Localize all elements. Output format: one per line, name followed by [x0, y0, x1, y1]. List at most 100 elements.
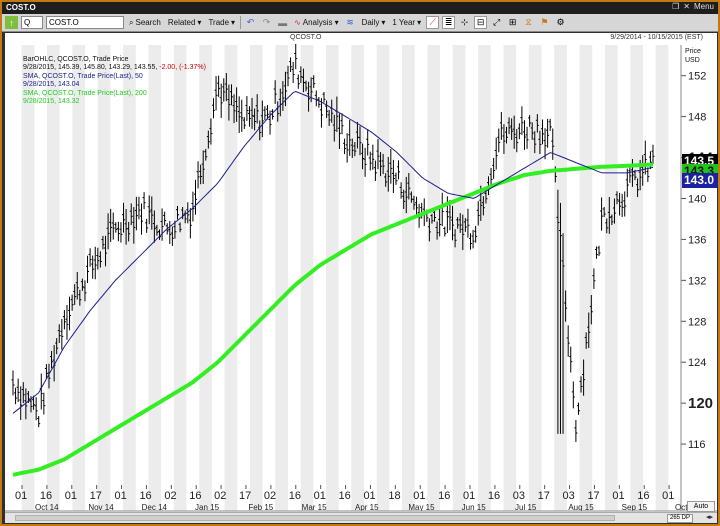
week-band	[224, 45, 238, 511]
close-icon[interactable]: ✕	[683, 2, 690, 11]
ohlc-bar	[345, 133, 349, 163]
auto-scale-button[interactable]: Auto	[687, 501, 715, 512]
ohlc-bar	[255, 94, 259, 124]
range-select[interactable]: 1 Year ▾	[390, 16, 423, 29]
ohlc-bar	[204, 148, 208, 161]
legend-ohlc-values: 9/28/2015, 145.39, 145.80, 143.29, 143.5…	[23, 64, 206, 72]
ohlc-bar	[389, 148, 393, 184]
related-menu[interactable]: Related ▾	[166, 16, 204, 29]
ohlc-bar	[415, 196, 419, 215]
redo-icon[interactable]: ↷	[262, 17, 271, 27]
ohlc-bar	[636, 178, 640, 198]
ohlc-bar	[525, 126, 529, 149]
ohlc-bar	[569, 346, 573, 373]
data-points-badge[interactable]: 265 DP	[666, 514, 693, 523]
ohlc-bar	[83, 280, 87, 302]
expand-icon[interactable]: ⤢	[492, 17, 501, 27]
search-button[interactable]: ⌕ Search	[127, 16, 163, 29]
flag-icon[interactable]: ⚑	[540, 17, 549, 27]
date-tick-label: 17	[239, 490, 251, 502]
week-band	[148, 45, 162, 511]
ohlc-bar	[476, 201, 480, 226]
chart-style-icon[interactable]: ≣	[442, 16, 456, 29]
ohlc-bar	[412, 195, 416, 210]
ohlc-bar	[515, 128, 519, 153]
crosshair-icon[interactable]: ⊹	[460, 17, 469, 27]
date-tick-label: 01	[612, 490, 624, 502]
ohlc-bar	[145, 218, 149, 233]
ohlc-bar	[62, 310, 66, 330]
ohlc-bar	[129, 203, 133, 226]
zoom-out-icon[interactable]: ⊟	[474, 16, 488, 29]
ohlc-bar	[407, 172, 411, 200]
ohlc-bar	[70, 294, 74, 311]
menu-button[interactable]: Menu	[693, 2, 714, 11]
ohlc-bar	[453, 229, 457, 248]
folder-icon[interactable]: ▬	[278, 17, 288, 28]
back-icon[interactable]: ↑	[5, 16, 18, 29]
ohlc-bar	[612, 198, 616, 224]
chart-area[interactable]: QCOST.O 9/29/2014 - 10/15/2015 (EST) 116…	[5, 33, 718, 523]
ohlc-bar	[435, 221, 439, 240]
price-axis-title: Price USD	[685, 47, 701, 65]
ohlc-bar	[196, 161, 200, 189]
legend-sma200-title: SMA, QCOST.O, Trade Price(Last), 200	[23, 89, 147, 97]
ohlc-bar	[433, 209, 437, 222]
ohlc-bar	[438, 208, 442, 237]
ohlc-bar	[50, 350, 54, 369]
ohlc-bar	[237, 96, 241, 133]
date-tick-label: 02	[164, 490, 176, 502]
scroll-arrows-icon[interactable]: ◂▸	[705, 514, 713, 521]
search-type-select[interactable]: Q	[21, 16, 43, 29]
ohlc-bar	[134, 196, 138, 231]
week-band	[47, 45, 60, 511]
date-tick-label: 01	[413, 490, 425, 502]
overlay-icon[interactable]: ≋	[346, 17, 354, 27]
ohlc-bar	[618, 192, 622, 216]
interval-select[interactable]: Daily ▾	[360, 16, 388, 29]
ohlc-bar	[540, 119, 544, 145]
ohlc-bar	[78, 289, 82, 306]
horizontal-scrollbar[interactable]	[15, 515, 615, 521]
date-month-label: Aug 15	[568, 503, 594, 512]
week-band	[21, 45, 35, 511]
ohlc-bar	[548, 118, 552, 131]
ohlc-bar	[510, 118, 514, 140]
date-tick-label: 16	[40, 490, 52, 502]
ohlc-bar	[597, 245, 601, 256]
ohlc-bar	[461, 214, 465, 251]
ohlc-bar	[489, 168, 493, 187]
price-chart[interactable]: 116120124128132136140144148152 011601170…	[5, 33, 717, 513]
ohlc-bar	[463, 218, 467, 232]
restore-icon[interactable]: ❐	[672, 2, 680, 11]
date-tick-label: 16	[339, 490, 351, 502]
line-chart-icon[interactable]: ⟋	[426, 16, 440, 29]
ohlc-bar	[191, 191, 195, 222]
date-tick-label: 01	[314, 490, 326, 502]
date-tick-label: 01	[115, 490, 127, 502]
ohlc-bar	[106, 213, 110, 250]
ohlc-bar	[584, 332, 588, 349]
ohlc-bar	[265, 105, 269, 120]
ohlc-bar	[610, 214, 614, 226]
settings-icon[interactable]: ⚙	[556, 17, 565, 27]
date-tick-label: 03	[513, 490, 525, 502]
ohlc-bar	[152, 210, 156, 243]
ohlc-bar	[242, 117, 246, 130]
trade-menu[interactable]: Trade ▾	[206, 16, 237, 29]
ohlc-bar	[605, 218, 609, 234]
ohlc-bar	[574, 420, 578, 442]
ohlc-bar	[211, 98, 215, 119]
week-band	[579, 45, 593, 511]
date-tick-label: 01	[65, 490, 77, 502]
analysis-menu[interactable]: ∿ Analysis ▾	[292, 16, 341, 29]
ohlc-bar	[168, 220, 172, 245]
undo-icon[interactable]: ↶	[246, 17, 255, 27]
collapse-icon[interactable]: ⧖	[525, 17, 532, 27]
legend-ohlc-title: BarOHLC, QCOST.O, Trade Price	[23, 56, 129, 63]
ticker-input[interactable]: COST.O	[46, 16, 124, 29]
zoom-in-icon[interactable]: ⊞	[508, 17, 517, 27]
interval-label: Daily	[361, 18, 380, 27]
ohlc-bar	[409, 191, 413, 203]
ohlc-bar	[651, 144, 655, 164]
